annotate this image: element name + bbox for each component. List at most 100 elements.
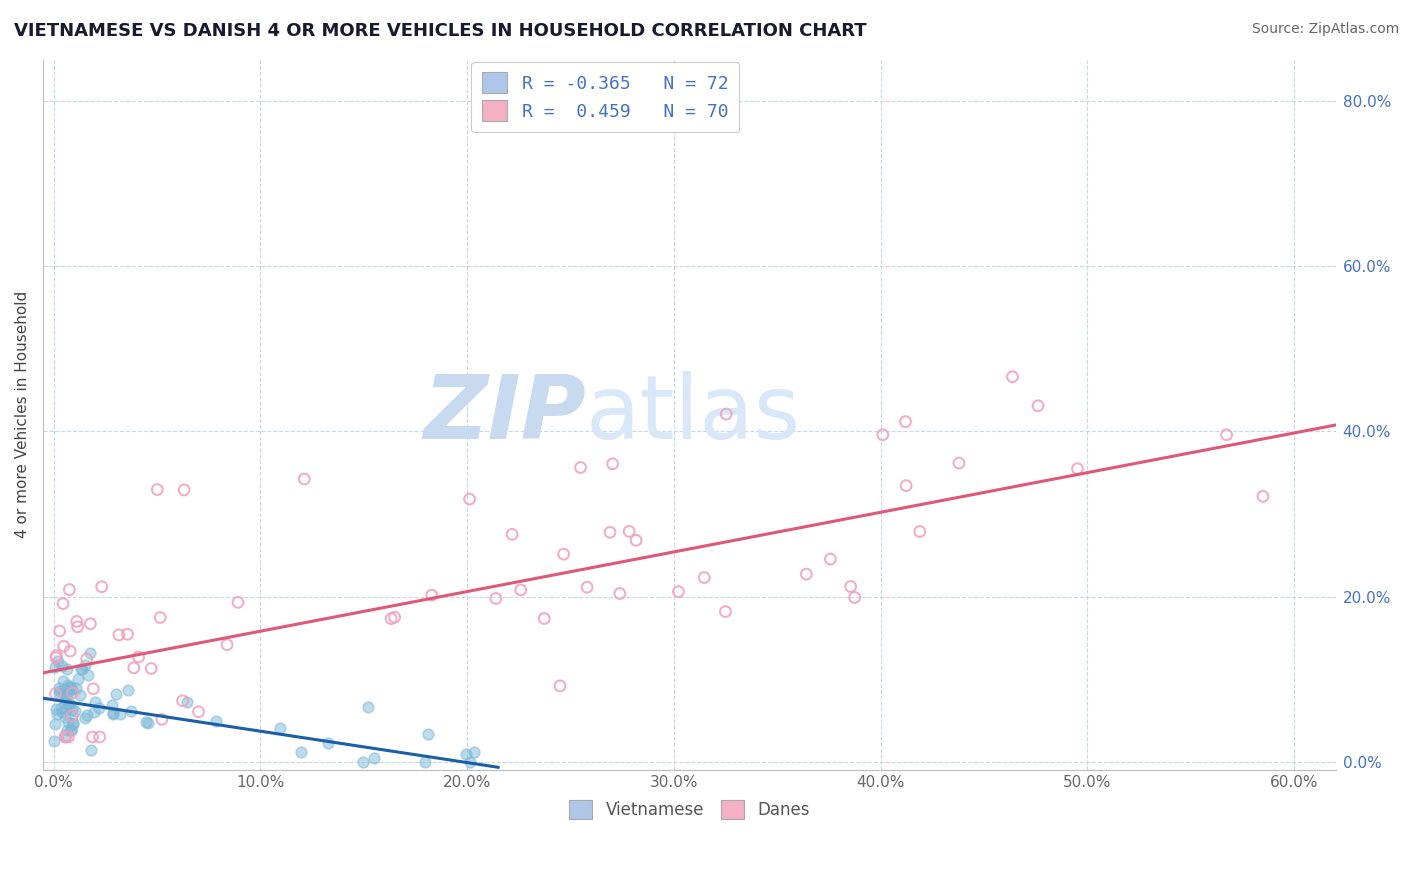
Point xyxy=(226,595,249,609)
Point xyxy=(55,730,77,744)
Point xyxy=(53,730,76,744)
Point xyxy=(290,745,312,759)
Point xyxy=(624,533,647,548)
Point xyxy=(609,586,631,600)
Point xyxy=(75,658,97,673)
Point xyxy=(53,728,76,742)
Point xyxy=(357,700,380,714)
Point xyxy=(872,427,894,442)
Point xyxy=(55,692,77,706)
Point xyxy=(269,721,291,735)
Point xyxy=(548,679,571,693)
Point xyxy=(51,705,73,719)
Point xyxy=(70,662,93,676)
Point xyxy=(46,706,69,721)
Legend: Vietnamese, Danes: Vietnamese, Danes xyxy=(562,793,817,826)
Point xyxy=(53,710,76,724)
Point xyxy=(63,704,86,718)
Point xyxy=(128,650,150,665)
Point xyxy=(714,605,737,619)
Point xyxy=(569,460,592,475)
Point xyxy=(59,644,82,658)
Point xyxy=(44,717,66,731)
Point xyxy=(292,472,315,486)
Point xyxy=(458,755,481,769)
Point xyxy=(215,638,238,652)
Point xyxy=(58,683,80,698)
Point xyxy=(59,723,82,737)
Point xyxy=(1066,461,1088,475)
Point xyxy=(844,591,866,605)
Point xyxy=(533,611,555,625)
Point xyxy=(82,681,104,696)
Point xyxy=(58,680,80,694)
Point xyxy=(1026,399,1049,413)
Point xyxy=(120,704,142,718)
Point xyxy=(56,701,79,715)
Point xyxy=(553,547,575,561)
Point xyxy=(58,678,80,692)
Point xyxy=(894,478,917,492)
Point xyxy=(53,686,76,700)
Point xyxy=(141,661,163,675)
Point xyxy=(44,734,66,748)
Point xyxy=(48,686,70,700)
Point xyxy=(79,616,101,631)
Point xyxy=(60,708,83,723)
Point xyxy=(60,682,83,697)
Point xyxy=(49,684,72,698)
Text: Source: ZipAtlas.com: Source: ZipAtlas.com xyxy=(1251,22,1399,37)
Point xyxy=(456,747,478,761)
Point xyxy=(948,456,970,470)
Point xyxy=(117,627,139,641)
Point xyxy=(59,680,82,694)
Point xyxy=(45,648,67,663)
Point xyxy=(485,591,508,606)
Point xyxy=(117,683,139,698)
Point xyxy=(1251,489,1274,503)
Text: ZIP: ZIP xyxy=(423,371,586,458)
Point xyxy=(52,640,75,654)
Text: atlas: atlas xyxy=(586,371,801,458)
Point xyxy=(101,706,124,721)
Point xyxy=(76,652,98,666)
Point xyxy=(58,582,80,597)
Point xyxy=(51,701,73,715)
Point xyxy=(173,483,195,497)
Point xyxy=(44,701,66,715)
Point xyxy=(62,686,84,700)
Point xyxy=(80,742,103,756)
Point xyxy=(82,730,104,744)
Point xyxy=(56,723,79,738)
Text: VIETNAMESE VS DANISH 4 OR MORE VEHICLES IN HOUSEHOLD CORRELATION CHART: VIETNAMESE VS DANISH 4 OR MORE VEHICLES … xyxy=(14,22,866,40)
Point xyxy=(101,698,124,712)
Point xyxy=(205,714,228,729)
Point xyxy=(908,524,931,539)
Point xyxy=(599,525,621,540)
Point xyxy=(89,730,111,744)
Point xyxy=(668,584,690,599)
Point xyxy=(820,552,842,566)
Point xyxy=(501,527,523,541)
Point xyxy=(146,483,169,497)
Point xyxy=(45,687,67,701)
Point xyxy=(58,714,80,729)
Point xyxy=(58,730,80,744)
Point xyxy=(136,716,159,731)
Point xyxy=(59,723,82,737)
Point xyxy=(602,457,624,471)
Point xyxy=(84,695,107,709)
Point xyxy=(135,715,157,730)
Point xyxy=(59,697,82,711)
Point xyxy=(716,407,738,421)
Point xyxy=(149,610,172,624)
Point xyxy=(70,662,93,676)
Point xyxy=(44,660,66,674)
Point xyxy=(45,650,67,665)
Point xyxy=(104,688,127,702)
Point xyxy=(48,624,70,638)
Point xyxy=(839,580,862,594)
Point xyxy=(77,668,100,682)
Point xyxy=(576,580,599,594)
Point xyxy=(380,611,402,625)
